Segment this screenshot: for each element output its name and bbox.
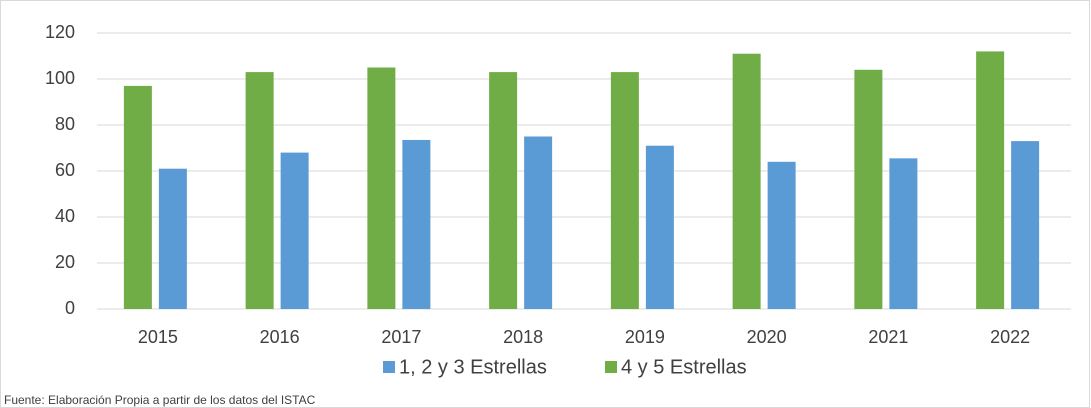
bar [524, 136, 553, 309]
bar [158, 168, 187, 309]
bar [489, 72, 518, 309]
y-tick-label: 20 [55, 252, 75, 272]
y-tick-label: 120 [45, 22, 75, 42]
source-note: Fuente: Elaboración Propia a partir de l… [4, 393, 316, 407]
bar [610, 72, 639, 309]
x-tick-label: 2022 [990, 327, 1030, 347]
x-tick-label: 2021 [868, 327, 908, 347]
y-tick-label: 0 [65, 298, 75, 318]
bar [367, 67, 396, 309]
bar [280, 152, 309, 309]
bar [854, 69, 883, 309]
x-tick-label: 2016 [260, 327, 300, 347]
x-tick-label: 2015 [138, 327, 178, 347]
x-tick-label: 2018 [503, 327, 543, 347]
bar [402, 139, 431, 309]
bar [645, 145, 674, 309]
bar [123, 85, 152, 310]
y-tick-label: 40 [55, 206, 75, 226]
x-tick-label: 2019 [625, 327, 665, 347]
x-tick-label: 2017 [381, 327, 421, 347]
y-tick-label: 60 [55, 160, 75, 180]
bar [732, 53, 761, 310]
bar [767, 161, 796, 309]
x-tick-label: 2020 [747, 327, 787, 347]
bar [889, 158, 918, 309]
y-tick-label: 80 [55, 114, 75, 134]
bar [976, 51, 1005, 310]
legend-label: 1, 2 y 3 Estrellas [399, 356, 547, 378]
legend-swatch [383, 361, 395, 373]
legend-label: 4 y 5 Estrellas [621, 356, 747, 378]
bar [245, 72, 274, 309]
bar [1011, 141, 1040, 309]
legend-swatch [605, 361, 617, 373]
y-tick-label: 100 [45, 68, 75, 88]
